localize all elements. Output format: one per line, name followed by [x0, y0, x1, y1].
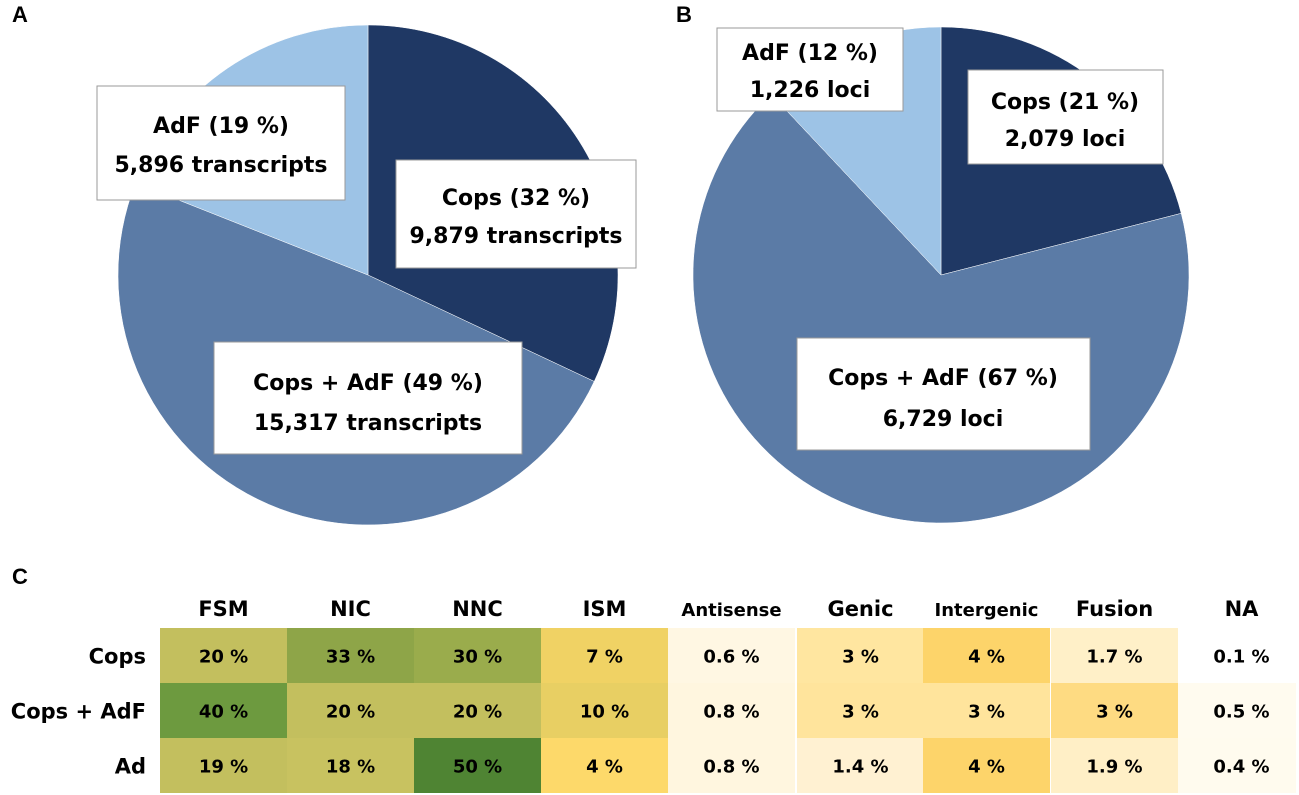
heatmap-cell: [797, 738, 924, 793]
pie-a-cops-adf-label-line2: 15,317 transcripts: [254, 411, 482, 436]
row-header-cops-adf: Cops + AdF: [11, 700, 146, 724]
label-box: [967, 69, 1164, 165]
heatmap-cell-label: 1.4 %: [832, 757, 888, 778]
heatmap-cell: [1178, 738, 1296, 793]
label-box: [96, 85, 346, 201]
pie-a-label-cops: Cops (32 %) 9,879 transcripts: [395, 159, 637, 269]
panel-letter-a: A: [12, 2, 28, 27]
pie-a-cops-label-line1: Cops (32 %): [442, 186, 590, 211]
heatmap-cell: [1051, 683, 1178, 738]
heatmap-cell: [414, 628, 541, 683]
heatmap-cell: [1051, 628, 1178, 683]
column-header-nnc: NNC: [452, 597, 503, 621]
heatmap-cell-label: 20 %: [199, 647, 248, 668]
pie-a-label-adf: AdF (19 %) 5,896 transcripts: [96, 85, 346, 201]
column-header-nic: NIC: [330, 597, 371, 621]
heatmap-cell-label: 50 %: [453, 757, 502, 778]
pie-b-adf-label-line2: 1,226 loci: [750, 78, 870, 103]
heatmap-cell-label: 4 %: [968, 647, 1005, 668]
label-box: [716, 27, 904, 112]
heatmap-cell: [541, 683, 668, 738]
column-header-fsm: FSM: [198, 597, 248, 621]
heatmap-cell: [160, 683, 287, 738]
heatmap-cell-label: 0.8 %: [703, 702, 759, 723]
column-header-fusion: Fusion: [1076, 597, 1153, 621]
heatmap-cell-label: 19 %: [199, 757, 248, 778]
heatmap-cell-label: 1.7 %: [1086, 647, 1142, 668]
label-box: [395, 159, 637, 269]
label-box: [796, 337, 1091, 451]
pie-a-label-cops-adf: Cops + AdF (49 %) 15,317 transcripts: [213, 341, 523, 455]
column-header-na: NA: [1225, 597, 1260, 621]
column-header-genic: Genic: [827, 597, 893, 621]
heatmap-cell-label: 3 %: [1096, 702, 1133, 723]
heatmap-cell: [923, 628, 1050, 683]
panel-letter-c: C: [12, 564, 28, 589]
heatmap-cell: [414, 738, 541, 793]
heatmap-cell: [923, 738, 1050, 793]
heatmap-cell: [541, 628, 668, 683]
heatmap-cell-label: 18 %: [326, 757, 375, 778]
heatmap-cell: [160, 628, 287, 683]
column-header-ism: ISM: [583, 597, 627, 621]
heatmap-cell: [541, 738, 668, 793]
heatmap-cell-label: 0.4 %: [1213, 757, 1269, 778]
pie-a-adf-label-line1: AdF (19 %): [153, 114, 289, 139]
heatmap-cell: [923, 683, 1050, 738]
panel-letter-b: B: [676, 2, 692, 27]
label-box: [213, 341, 523, 455]
heatmap-cell: [287, 683, 414, 738]
heatmap-cell: [797, 683, 924, 738]
heatmap-cell: [1178, 683, 1296, 738]
heatmap-cell-label: 20 %: [326, 702, 375, 723]
pie-b-label-cops-adf: Cops + AdF (67 %) 6,729 loci: [796, 337, 1091, 451]
heatmap-cell: [160, 738, 287, 793]
heatmap-cell-label: 0.8 %: [703, 757, 759, 778]
column-header-intergenic: Intergenic: [935, 600, 1039, 621]
heatmap-cell-label: 4 %: [968, 757, 1005, 778]
heatmap-cell-label: 0.6 %: [703, 647, 759, 668]
heatmap-cell-label: 3 %: [842, 702, 879, 723]
heatmap-cell: [668, 683, 795, 738]
pie-a-adf-label-line2: 5,896 transcripts: [114, 153, 327, 178]
heatmap-cell: [668, 628, 795, 683]
heatmap-cell-label: 10 %: [580, 702, 629, 723]
pie-b-cops-adf-label-line2: 6,729 loci: [883, 407, 1003, 432]
pie-b-cops-label-line2: 2,079 loci: [1005, 127, 1125, 152]
heatmap-cell: [797, 628, 924, 683]
pie-b-adf-label-line1: AdF (12 %): [742, 41, 878, 66]
heatmap-cell: [287, 738, 414, 793]
heatmap-cell-label: 20 %: [453, 702, 502, 723]
row-header-cops: Cops: [89, 645, 146, 669]
pie-b-label-adf: AdF (12 %) 1,226 loci: [716, 27, 904, 112]
column-header-antisense: Antisense: [681, 600, 781, 621]
heatmap-cell-label: 3 %: [842, 647, 879, 668]
heatmap-cell: [414, 683, 541, 738]
heatmap-cell-label: 3 %: [968, 702, 1005, 723]
pie-a-cops-label-line2: 9,879 transcripts: [409, 224, 622, 249]
heatmap-cell: [668, 738, 795, 793]
heatmap-table: FSM NIC NNC ISM Antisense Genic Intergenic Fusi…: [11, 597, 1296, 793]
pie-b-cops-label-line1: Cops (21 %): [991, 90, 1139, 115]
heatmap-cell-label: 1.9 %: [1086, 757, 1142, 778]
pie-a-cops-adf-label-line1: Cops + AdF (49 %): [253, 371, 483, 396]
heatmap-cell-label: 0.5 %: [1213, 702, 1269, 723]
heatmap-cell: [1178, 628, 1296, 683]
heatmap-cell-label: 33 %: [326, 647, 375, 668]
heatmap-cell-label: 0.1 %: [1213, 647, 1269, 668]
pie-b-label-cops: Cops (21 %) 2,079 loci: [967, 69, 1164, 165]
pie-b-cops-adf-label-line1: Cops + AdF (67 %): [828, 366, 1058, 391]
heatmap-cell-label: 40 %: [199, 702, 248, 723]
heatmap-cell-label: 4 %: [586, 757, 623, 778]
heatmap-cell: [1051, 738, 1178, 793]
heatmap-cell-label: 7 %: [586, 647, 623, 668]
heatmap-cell: [287, 628, 414, 683]
heatmap-cell-label: 30 %: [453, 647, 502, 668]
row-header-ad: Ad: [115, 755, 146, 779]
